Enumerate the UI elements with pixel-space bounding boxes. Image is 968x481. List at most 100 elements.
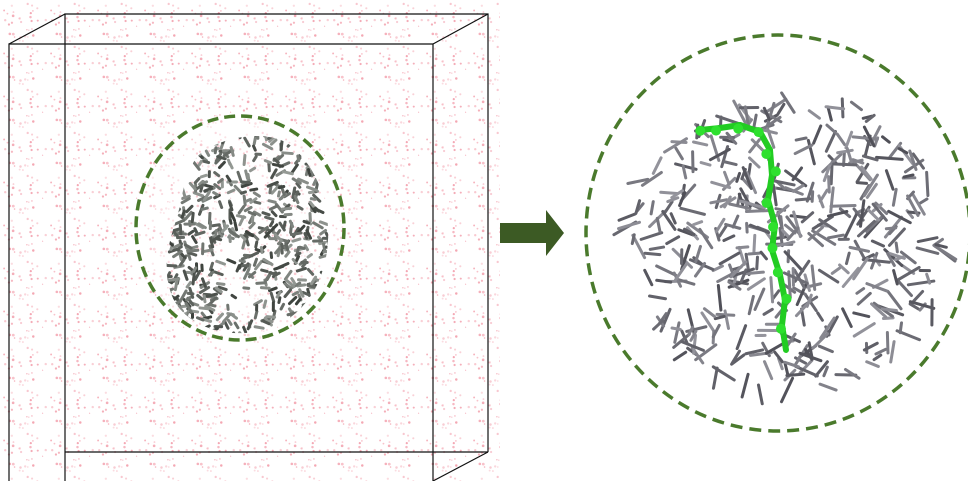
- bond: [723, 195, 732, 209]
- atom-bond: [202, 294, 207, 304]
- atom-bond: [275, 290, 282, 299]
- bond: [663, 137, 689, 154]
- atom-bond: [301, 290, 311, 297]
- atom-bond: [195, 316, 205, 322]
- bond: [933, 244, 958, 261]
- bond: [898, 321, 903, 335]
- atom-bond: [296, 205, 304, 211]
- bond: [648, 245, 666, 251]
- atom-bond: [261, 211, 271, 217]
- atom-bond: [233, 321, 240, 330]
- atom-bond: [252, 155, 258, 163]
- bond: [639, 231, 664, 241]
- atom-bond: [291, 290, 300, 297]
- bond: [902, 173, 915, 179]
- bond: [752, 233, 757, 254]
- atom-bond: [295, 182, 302, 189]
- bond: [780, 91, 796, 114]
- bond: [763, 113, 779, 123]
- bond: [798, 351, 823, 363]
- bond: [865, 282, 889, 293]
- bond: [711, 323, 721, 339]
- bond: [747, 294, 755, 316]
- atom-bond: [204, 149, 211, 157]
- bond: [692, 220, 704, 227]
- bond: [916, 236, 939, 244]
- bond: [725, 131, 738, 145]
- atom-bond: [268, 136, 275, 143]
- bond: [863, 258, 891, 264]
- bond: [711, 264, 724, 273]
- atom-bond: [213, 270, 224, 277]
- atom-bond: [269, 291, 276, 303]
- bond: [674, 261, 689, 282]
- atom-bond: [188, 181, 197, 191]
- atom-bond: [198, 285, 211, 295]
- bond: [794, 136, 808, 142]
- atom-bond: [215, 281, 226, 286]
- atom-bond: [177, 304, 184, 313]
- atom-bond: [166, 274, 173, 279]
- bond: [783, 250, 805, 273]
- chain-atom: [761, 197, 772, 208]
- bond: [827, 175, 831, 194]
- bond: [861, 253, 875, 262]
- atom-bond: [209, 261, 215, 272]
- bond: [782, 271, 809, 285]
- bond: [735, 245, 750, 250]
- bond: [745, 208, 773, 214]
- atom-bond: [185, 280, 193, 289]
- atom-bond: [178, 258, 186, 267]
- atom-bond: [279, 302, 286, 311]
- bond: [886, 252, 896, 267]
- atom-bond: [229, 146, 235, 157]
- bond: [824, 129, 837, 153]
- chain-atom: [733, 123, 744, 134]
- atom-bond: [172, 249, 183, 259]
- bond: [655, 278, 673, 284]
- atom-bond: [173, 218, 186, 226]
- bond: [804, 293, 818, 313]
- atom-bond: [252, 144, 257, 152]
- chain-atom: [772, 267, 783, 278]
- atom-bond: [268, 286, 278, 293]
- bond: [892, 269, 899, 286]
- atom-bond: [248, 166, 257, 173]
- atom-bond: [216, 155, 227, 161]
- atom-bond: [302, 219, 311, 225]
- atom-bond: [277, 185, 286, 190]
- atom-bond: [226, 318, 233, 326]
- bond: [771, 183, 778, 207]
- bond: [780, 228, 791, 239]
- atom-bond: [243, 205, 253, 213]
- atom-bond: [296, 154, 301, 163]
- bond: [649, 200, 655, 216]
- bond: [841, 266, 860, 288]
- bond: [634, 199, 642, 215]
- bond: [738, 199, 766, 210]
- bond: [908, 302, 920, 311]
- atom-bond: [322, 242, 327, 253]
- bond: [860, 165, 873, 181]
- bond: [870, 239, 885, 248]
- bond: [675, 277, 696, 286]
- bond: [829, 204, 857, 208]
- bond: [769, 276, 775, 304]
- atom-bond: [283, 282, 292, 289]
- bond: [692, 333, 698, 355]
- atom-bond: [277, 296, 282, 304]
- bond: [811, 332, 830, 350]
- bond: [655, 264, 678, 277]
- bond: [934, 243, 948, 249]
- bond: [771, 289, 781, 301]
- atom-bond: [261, 142, 274, 151]
- atom-bond: [280, 206, 293, 211]
- atom-bond: [259, 246, 264, 254]
- bond: [723, 170, 731, 186]
- bond: [672, 350, 688, 362]
- atom-bond: [238, 259, 246, 264]
- atom-bond: [301, 261, 308, 268]
- atom-bond: [263, 159, 273, 165]
- bond: [822, 164, 832, 183]
- atom-bond: [191, 272, 196, 286]
